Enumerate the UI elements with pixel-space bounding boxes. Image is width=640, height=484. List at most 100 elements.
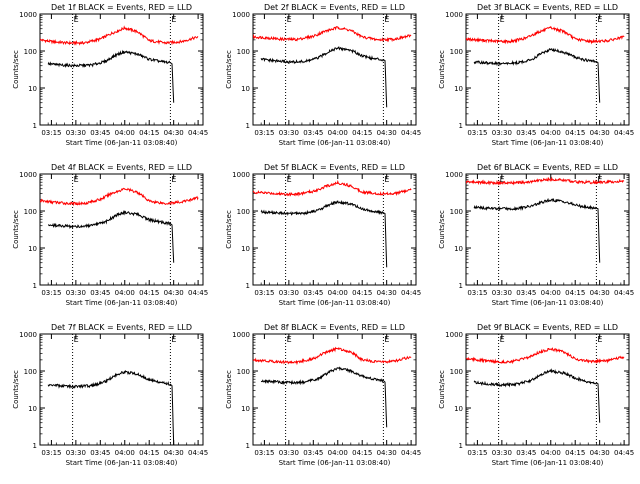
plot-frame [39, 333, 204, 446]
y-tick-label: 100 [237, 208, 250, 216]
plot-frame [252, 173, 417, 286]
event-marker-label: E [500, 15, 505, 24]
detector-panel: Det 3f BLACK = Events, RED = LLD 1 10 100 10… [438, 3, 634, 147]
y-tick-label: 1 [246, 122, 250, 130]
x-tick-label: 03:15 [254, 129, 274, 137]
x-axis-label: Start Time (06-Jan-11 03:08:40) [492, 459, 604, 467]
detector-panel: Det 1f BLACK = Events, RED = LLD 1 10 100 10… [12, 3, 208, 147]
events-series-line [48, 209, 175, 263]
x-tick-label: 04:45 [614, 449, 634, 457]
x-tick-label: 03:45 [90, 289, 110, 297]
y-tick-label: 100 [450, 48, 463, 56]
x-tick-label: 04:00 [328, 289, 348, 297]
x-tick-label: 04:30 [164, 449, 184, 457]
x-tick-label: 04:15 [565, 289, 585, 297]
x-axis-label: Start Time (06-Jan-11 03:08:40) [66, 299, 178, 307]
y-tick-label: 1 [246, 442, 250, 450]
lld-series-line [40, 25, 199, 46]
y-tick-label: 10 [454, 245, 463, 253]
x-tick-label: 04:30 [164, 289, 184, 297]
x-tick-label: 04:45 [188, 129, 208, 137]
y-tick-label: 1 [33, 282, 37, 290]
panel-title: Det 8f BLACK = Events, RED = LLD [264, 323, 405, 332]
events-series-line [473, 368, 601, 423]
x-tick-label: 03:30 [492, 129, 512, 137]
x-tick-label: 04:45 [401, 289, 421, 297]
x-axis-label: Start Time (06-Jan-11 03:08:40) [492, 139, 604, 147]
event-marker-label: E [384, 15, 389, 24]
lld-series-line [466, 176, 625, 186]
x-tick-label: 04:30 [590, 129, 610, 137]
y-tick-label: 1 [459, 442, 463, 450]
panel-title: Det 5f BLACK = Events, RED = LLD [264, 163, 405, 172]
event-marker-label: E [287, 175, 292, 184]
lld-series-line [253, 179, 412, 197]
y-tick-label: 10 [241, 405, 250, 413]
x-tick-label: 04:15 [139, 449, 159, 457]
panel-title: Det 3f BLACK = Events, RED = LLD [477, 3, 618, 12]
y-tick-label: 1000 [445, 331, 463, 339]
detector-panel: Det 7f BLACK = Events, RED = LLD 1 10 100 10… [12, 323, 208, 467]
x-tick-label: 03:45 [303, 449, 323, 457]
detector-panel: Det 6f BLACK = Events, RED = LLD 1 10 100 10… [438, 163, 634, 307]
x-tick-label: 04:30 [590, 449, 610, 457]
x-tick-label: 03:30 [279, 129, 299, 137]
event-marker-label: E [597, 15, 602, 24]
y-tick-label: 1 [459, 122, 463, 130]
x-tick-label: 04:30 [590, 289, 610, 297]
y-tick-label: 1000 [232, 331, 250, 339]
x-axis-label: Start Time (06-Jan-11 03:08:40) [66, 139, 178, 147]
x-tick-label: 03:45 [303, 129, 323, 137]
x-axis-label: Start Time (06-Jan-11 03:08:40) [66, 459, 178, 467]
lld-series-line [466, 347, 625, 365]
x-tick-label: 03:30 [66, 449, 86, 457]
y-axis-label: Counts/sec [438, 370, 446, 409]
y-tick-label: 100 [24, 368, 37, 376]
y-tick-label: 1000 [19, 171, 37, 179]
y-tick-label: 1 [33, 442, 37, 450]
x-tick-label: 03:15 [467, 289, 487, 297]
y-tick-label: 10 [28, 405, 37, 413]
x-tick-label: 04:45 [401, 129, 421, 137]
y-axis-label: Counts/sec [12, 50, 20, 89]
y-axis-label: Counts/sec [225, 210, 233, 249]
x-tick-label: 03:30 [492, 289, 512, 297]
lld-series-line [253, 25, 412, 43]
x-tick-label: 04:00 [328, 129, 348, 137]
y-tick-label: 10 [241, 85, 250, 93]
detector-panel: Det 4f BLACK = Events, RED = LLD 1 10 100 10… [12, 163, 208, 307]
x-tick-label: 03:45 [516, 129, 536, 137]
x-tick-label: 04:30 [377, 289, 397, 297]
detector-panel: Det 5f BLACK = Events, RED = LLD 1 10 100 10… [225, 163, 421, 307]
y-tick-label: 100 [237, 48, 250, 56]
y-tick-label: 100 [450, 368, 463, 376]
x-tick-label: 03:15 [467, 129, 487, 137]
detector-panel: Det 9f BLACK = Events, RED = LLD 1 10 100 10… [438, 323, 634, 467]
plot-frame [252, 333, 417, 446]
x-tick-label: 03:30 [66, 129, 86, 137]
y-tick-label: 10 [28, 245, 37, 253]
y-tick-label: 100 [24, 208, 37, 216]
x-tick-label: 03:15 [254, 449, 274, 457]
event-marker-label: E [384, 335, 389, 344]
x-tick-label: 04:30 [164, 129, 184, 137]
x-tick-label: 04:15 [352, 289, 372, 297]
y-axis-label: Counts/sec [225, 50, 233, 89]
x-tick-label: 04:00 [328, 449, 348, 457]
y-tick-label: 1000 [232, 171, 250, 179]
panel-title: Det 6f BLACK = Events, RED = LLD [477, 163, 618, 172]
y-axis-label: Counts/sec [12, 210, 20, 249]
x-tick-label: 03:15 [254, 289, 274, 297]
y-axis-label: Counts/sec [438, 50, 446, 89]
x-tick-label: 04:45 [614, 129, 634, 137]
events-series-line [260, 46, 388, 108]
events-series-line [260, 199, 388, 268]
x-tick-label: 04:00 [541, 449, 561, 457]
panel-title: Det 9f BLACK = Events, RED = LLD [477, 323, 618, 332]
y-tick-label: 100 [450, 208, 463, 216]
x-tick-label: 03:45 [303, 289, 323, 297]
x-tick-label: 03:15 [467, 449, 487, 457]
y-axis-label: Counts/sec [225, 370, 233, 409]
events-series-line [260, 366, 388, 428]
y-tick-label: 1000 [445, 11, 463, 19]
